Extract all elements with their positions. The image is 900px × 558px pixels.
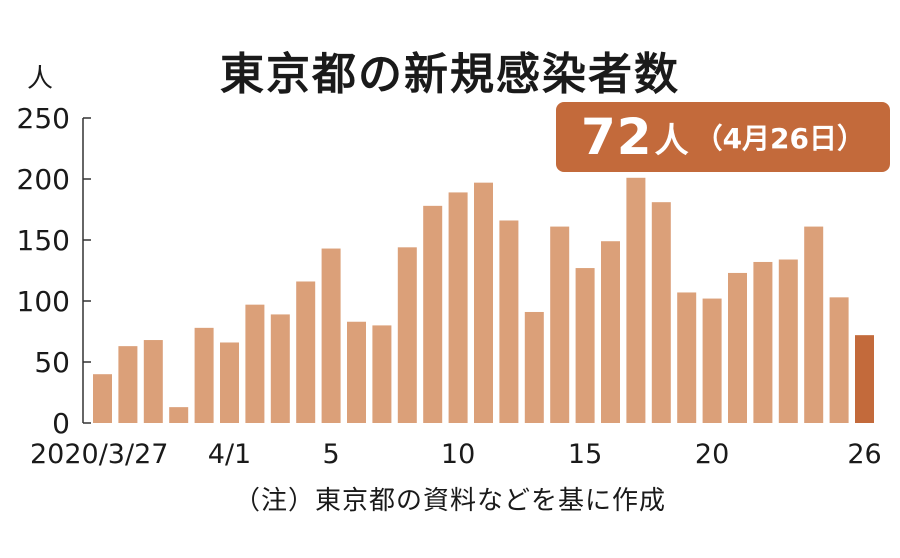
y-tick-label: 250 bbox=[17, 102, 70, 135]
bar bbox=[423, 205, 443, 423]
x-tick-label: 20 bbox=[695, 439, 729, 470]
bar-highlight bbox=[855, 335, 874, 423]
bar bbox=[93, 374, 112, 423]
bar bbox=[626, 177, 646, 423]
bar bbox=[651, 202, 671, 423]
x-tick-label: 26 bbox=[847, 439, 881, 470]
x-tick-label: 4/1 bbox=[208, 439, 251, 470]
bar bbox=[372, 325, 392, 423]
x-tick-label: 2020/3/27 bbox=[30, 439, 168, 470]
y-tick-label: 0 bbox=[52, 407, 70, 440]
x-tick-label: 10 bbox=[441, 439, 475, 470]
bar bbox=[270, 314, 290, 423]
callout-date: （4月26日） bbox=[694, 122, 866, 155]
bar bbox=[550, 226, 570, 423]
bar bbox=[575, 268, 595, 423]
bar bbox=[448, 192, 468, 423]
bar bbox=[347, 321, 366, 423]
bar bbox=[499, 220, 519, 423]
x-tick-label: 5 bbox=[323, 439, 340, 470]
callout-value: 72 bbox=[580, 108, 653, 166]
x-tick-label: 15 bbox=[568, 439, 602, 470]
bar bbox=[474, 182, 493, 423]
bar bbox=[220, 342, 239, 423]
bar bbox=[296, 281, 316, 423]
bar bbox=[753, 261, 773, 423]
bar bbox=[118, 346, 138, 423]
bar bbox=[702, 298, 722, 423]
y-tick-label: 100 bbox=[17, 285, 70, 318]
bar bbox=[804, 226, 824, 423]
chart-title: 東京都の新規感染者数 bbox=[220, 49, 680, 100]
bar bbox=[524, 311, 544, 423]
callout-unit: 人 bbox=[654, 120, 689, 161]
latest-value-callout: 72 人 （4月26日） bbox=[556, 102, 890, 172]
bar bbox=[169, 407, 189, 423]
bar bbox=[245, 304, 265, 423]
source-note: （注）東京都の資料などを基に作成 bbox=[233, 486, 666, 516]
bar bbox=[728, 272, 747, 423]
y-tick-label: 200 bbox=[17, 163, 70, 196]
bar bbox=[601, 241, 620, 423]
y-tick-label: 50 bbox=[34, 346, 70, 379]
bar bbox=[321, 248, 341, 423]
bar bbox=[143, 340, 163, 423]
y-axis-unit-label: 人 bbox=[27, 64, 54, 94]
bar bbox=[778, 259, 798, 423]
bar bbox=[677, 292, 697, 423]
y-tick-label: 150 bbox=[17, 224, 70, 257]
bar bbox=[397, 247, 417, 423]
bar bbox=[194, 327, 214, 423]
bar bbox=[829, 297, 849, 423]
